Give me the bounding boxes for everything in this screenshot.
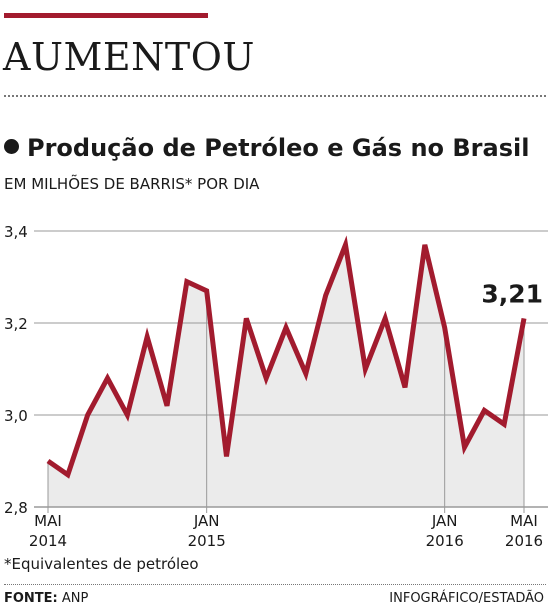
x-tick-year: 2016 — [505, 532, 543, 550]
data-point — [65, 472, 70, 477]
data-point — [284, 325, 289, 330]
data-point — [442, 325, 447, 330]
data-point — [224, 454, 229, 459]
data-point — [482, 408, 487, 413]
line-chart: 2,8 3,0 3,2 3,4 MAI 2014 JAN 2015 JAN 2016 MAI 2016… — [4, 223, 548, 550]
chart-title: Produção de Petróleo e Gás no Brasil — [27, 134, 530, 162]
y-tick-label: 3,2 — [4, 315, 28, 333]
data-point — [502, 422, 507, 427]
x-tick-year: 2016 — [426, 532, 464, 550]
x-tick-label: JAN — [193, 512, 220, 530]
data-point — [343, 242, 348, 247]
headline: AUMENTOU — [3, 35, 255, 79]
data-point — [403, 385, 408, 390]
data-point — [165, 403, 170, 408]
data-point — [363, 367, 368, 372]
x-tick-year: 2015 — [188, 532, 226, 550]
top-accent-rule — [4, 13, 208, 18]
data-point — [85, 413, 90, 418]
data-point — [323, 293, 328, 298]
x-tick-label: JAN — [431, 512, 458, 530]
source: FONTE: ANP — [4, 592, 88, 605]
x-tick-label: MAI — [34, 512, 62, 530]
chart-title-row: Produção de Petróleo e Gás no Brasil — [4, 136, 529, 160]
source-value: ANP — [61, 591, 89, 606]
data-point — [303, 371, 308, 376]
data-point — [105, 376, 110, 381]
data-point — [184, 279, 189, 284]
y-tick-label: 3,0 — [4, 407, 28, 425]
data-point — [244, 316, 249, 321]
last-value-label: 3,21 — [481, 279, 543, 308]
footnote: *Equivalentes de petróleo — [4, 555, 199, 573]
data-point — [46, 459, 51, 464]
source-label: FONTE: — [4, 591, 58, 606]
chart-subtitle: EM MILHÕES DE BARRIS* POR DIA — [4, 175, 260, 193]
series-line — [46, 235, 527, 479]
footer-divider — [4, 584, 546, 585]
bullet-icon — [4, 139, 19, 154]
credit: INFOGRÁFICO/ESTADÃO — [389, 591, 544, 606]
data-point — [422, 242, 427, 247]
data-point — [462, 445, 467, 450]
data-point — [522, 316, 527, 321]
area-fill — [48, 244, 524, 508]
dotted-divider — [4, 95, 546, 97]
data-point — [125, 413, 130, 418]
data-point — [145, 334, 150, 339]
y-tick-label: 2,8 — [4, 499, 28, 517]
x-tick-label: MAI — [510, 512, 538, 530]
x-tick-year: 2014 — [29, 532, 67, 550]
data-point — [264, 376, 269, 381]
data-point — [204, 288, 209, 293]
data-point — [383, 316, 388, 321]
y-tick-label: 3,4 — [4, 223, 28, 241]
